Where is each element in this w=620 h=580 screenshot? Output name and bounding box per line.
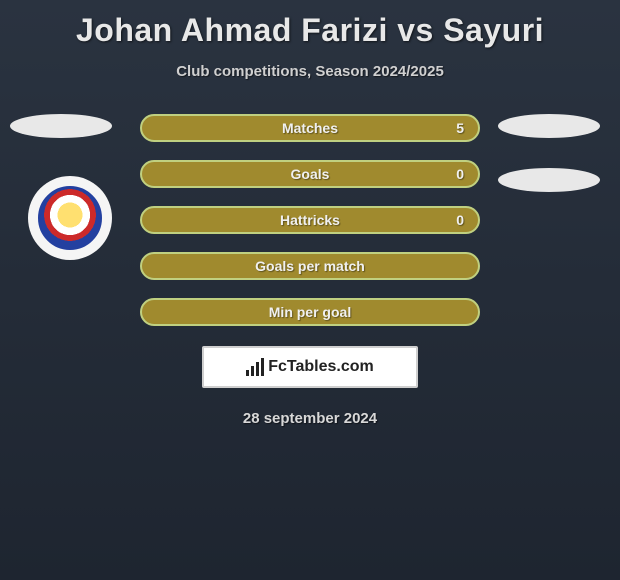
stat-value: 0 bbox=[456, 212, 464, 228]
subtitle: Club competitions, Season 2024/2025 bbox=[0, 63, 620, 80]
stat-label: Min per goal bbox=[269, 304, 351, 320]
bar-chart-icon bbox=[246, 358, 264, 376]
page-title: Johan Ahmad Farizi vs Sayuri bbox=[0, 0, 620, 49]
stat-label: Goals per match bbox=[255, 258, 365, 274]
logo-text: FcTables.com bbox=[268, 358, 374, 376]
stat-row-min-per-goal: Min per goal bbox=[140, 298, 480, 326]
fctables-logo[interactable]: FcTables.com bbox=[202, 346, 418, 388]
player1-photo-placeholder bbox=[10, 114, 112, 138]
stat-row-hattricks: Hattricks 0 bbox=[140, 206, 480, 234]
player1-club-badge bbox=[28, 176, 112, 260]
stat-label: Matches bbox=[282, 120, 338, 136]
date-text: 28 september 2024 bbox=[0, 410, 620, 427]
stat-rows: Matches 5 Goals 0 Hattricks 0 Goals per … bbox=[140, 114, 480, 326]
stat-label: Goals bbox=[291, 166, 330, 182]
stat-row-matches: Matches 5 bbox=[140, 114, 480, 142]
stat-row-goals: Goals 0 bbox=[140, 160, 480, 188]
stat-row-goals-per-match: Goals per match bbox=[140, 252, 480, 280]
player2-photo-placeholder bbox=[498, 114, 600, 138]
stat-value: 5 bbox=[456, 120, 464, 136]
comparison-block: Matches 5 Goals 0 Hattricks 0 Goals per … bbox=[0, 114, 620, 427]
player2-club-placeholder bbox=[498, 168, 600, 192]
stat-value: 0 bbox=[456, 166, 464, 182]
stat-label: Hattricks bbox=[280, 212, 340, 228]
club-badge-arema bbox=[38, 186, 102, 250]
